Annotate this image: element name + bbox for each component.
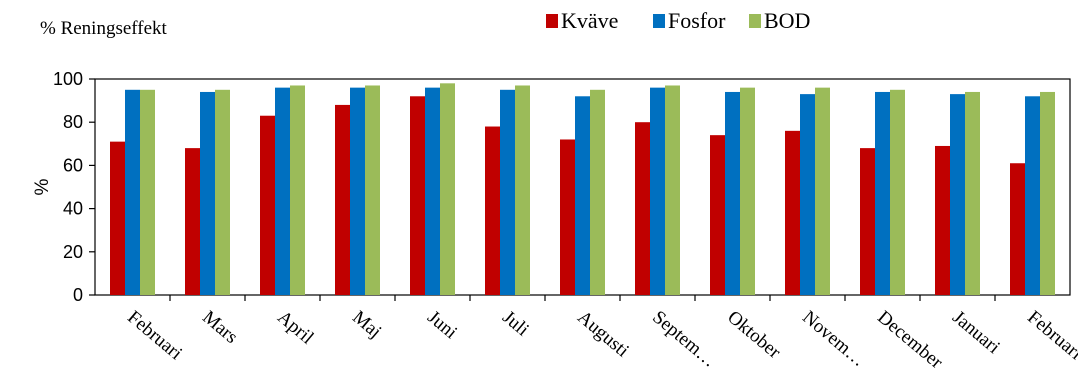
chart-title: % Reningseffekt	[40, 18, 168, 39]
bar-fosfor	[350, 87, 365, 295]
bar-fosfor	[275, 87, 290, 295]
bar-fosfor	[200, 91, 215, 296]
y-tick-label: 80	[63, 112, 83, 132]
bar-kv-ve	[260, 115, 275, 295]
bar-kv-ve	[410, 96, 425, 295]
bar-fosfor	[725, 91, 740, 296]
legend-label: Fosfor	[668, 8, 726, 33]
x-tick-label: Oktober	[723, 307, 785, 364]
bar-kv-ve	[335, 104, 350, 295]
bar-bod	[815, 87, 830, 295]
bar-bod	[215, 89, 230, 295]
legend-swatch	[546, 14, 558, 28]
bar-bod	[140, 89, 155, 295]
plot-area: 0 20 40 60 80 100 Februari Mars April Maj Juni Juli…	[53, 69, 1078, 373]
y-tick-label: 40	[63, 199, 83, 219]
bar-fosfor	[650, 87, 665, 295]
bar-fosfor	[800, 94, 815, 296]
x-tick-label: Mars	[198, 307, 241, 348]
bar-kv-ve	[710, 135, 725, 295]
legend-swatch	[749, 14, 761, 28]
bar-fosfor	[950, 94, 965, 296]
bar-kv-ve	[110, 141, 125, 295]
bar-bod	[590, 89, 605, 295]
bar-fosfor	[575, 96, 590, 295]
x-tick-label: December	[873, 307, 947, 374]
legend-label: BOD	[764, 8, 810, 33]
x-tick-label: Septem…	[648, 307, 720, 372]
x-tick-label: Maj	[348, 307, 385, 343]
bar-kv-ve	[635, 122, 650, 295]
bar-kv-ve	[785, 130, 800, 295]
x-tick-label: Juli	[498, 307, 533, 341]
bar-bod	[365, 85, 380, 295]
bar-kv-ve	[560, 139, 575, 295]
bar-fosfor	[425, 87, 440, 295]
legend-swatch	[653, 14, 665, 28]
bar-fosfor	[125, 89, 140, 295]
x-tick-label: Juni	[423, 307, 461, 343]
bar-kv-ve	[185, 148, 200, 295]
y-tick-label: 20	[63, 242, 83, 262]
bar-bod	[515, 85, 530, 295]
y-tick-label: 100	[53, 69, 83, 89]
bar-fosfor	[500, 89, 515, 295]
y-axis-label: %	[32, 178, 53, 195]
bar-kv-ve	[860, 148, 875, 295]
x-tick-label: Februari	[123, 307, 186, 364]
x-tick-label: Januari	[948, 307, 1004, 358]
bar-kv-ve	[1010, 163, 1025, 295]
bar-fosfor	[875, 91, 890, 296]
x-tick-label: Februari	[1023, 307, 1078, 364]
x-tick-label: Augusti	[573, 307, 633, 362]
bar-bod	[965, 91, 980, 296]
bar-kv-ve	[935, 145, 950, 295]
x-tick-label: Novem…	[798, 307, 869, 371]
bar-bod	[290, 85, 305, 295]
y-tick-label: 60	[63, 155, 83, 175]
bar-bod	[440, 83, 455, 295]
bar-bod	[1040, 91, 1055, 296]
legend-label: Kväve	[561, 8, 618, 33]
legend: Kväve Fosfor BOD	[546, 8, 810, 33]
bar-kv-ve	[485, 126, 500, 296]
bar-bod	[740, 87, 755, 295]
y-tick-label: 0	[73, 285, 83, 305]
bar-bod	[665, 85, 680, 295]
bar-fosfor	[1025, 96, 1040, 295]
bar-bod	[890, 89, 905, 295]
x-tick-label: April	[273, 307, 317, 349]
